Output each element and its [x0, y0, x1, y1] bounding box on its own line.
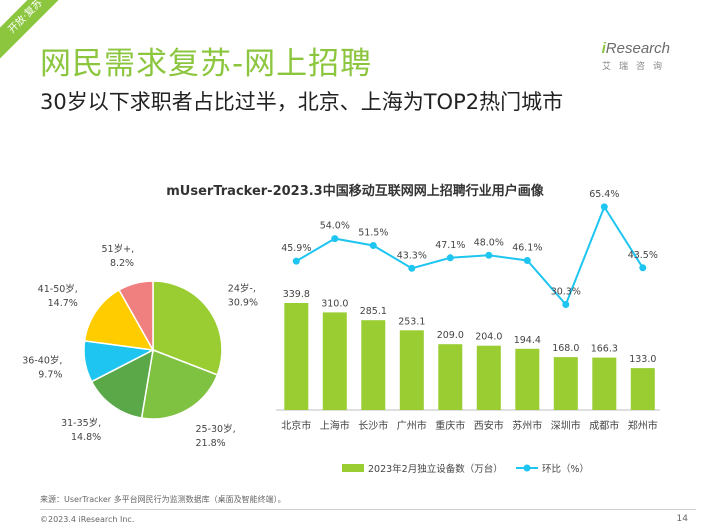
x-tick-label: 重庆市	[435, 419, 465, 432]
line-series	[295, 204, 644, 307]
x-tick-label: 长沙市	[358, 419, 388, 432]
x-tick-label: 广州市	[397, 419, 427, 432]
chart-title: mUserTracker-2023.3中国移动互联网网上招聘行业用户画像	[166, 184, 544, 199]
line-value-label: 65.4%	[589, 189, 619, 200]
x-tick-label: 上海市	[320, 419, 350, 432]
line-value-label: 54.0%	[320, 221, 350, 232]
pie-category-label: 25-30岁,	[196, 423, 236, 435]
bar	[322, 312, 347, 411]
footer-divider	[40, 509, 696, 510]
bar-value-label: 168.0	[552, 343, 579, 354]
line-point	[446, 254, 454, 262]
bar	[630, 368, 655, 410]
logo-subtext: 艾瑞咨询	[601, 62, 670, 72]
pie-value-label: 8.2%	[110, 258, 134, 269]
page-title: 网民需求复苏-网上招聘	[40, 46, 373, 82]
pie-category-label: 24岁-,	[228, 283, 256, 295]
line-point	[331, 235, 339, 243]
line-value-label: 51.5%	[358, 228, 388, 239]
pie-value-label: 14.7%	[48, 298, 78, 309]
pie-category-label: 36-40岁,	[22, 355, 62, 367]
line-point	[600, 203, 608, 211]
logo-name: Research	[605, 40, 670, 57]
line-value-label: 30.3%	[551, 287, 581, 298]
pie-slice	[140, 348, 219, 420]
pie-slice	[152, 280, 223, 376]
bar-value-label: 133.0	[629, 354, 656, 365]
x-tick-label: 深圳市	[551, 419, 581, 432]
bar-value-label: 285.1	[360, 306, 387, 317]
pie-slice	[83, 288, 155, 351]
line-value-label: 46.1%	[512, 243, 542, 254]
bar-value-label: 310.0	[321, 298, 348, 309]
pie-slice	[90, 348, 154, 419]
bar	[284, 303, 309, 410]
line-value-label: 43.3%	[397, 250, 427, 261]
legend-line-label: 环比（%）	[542, 463, 589, 475]
page-subtitle: 30岁以下求职者占比过半，北京、上海为TOP2热门城市	[40, 90, 564, 114]
line-point	[485, 251, 493, 259]
pie-value-label: 9.7%	[38, 370, 62, 381]
bar	[361, 320, 386, 410]
legend-bar-swatch	[342, 464, 364, 472]
bar-value-label: 339.8	[283, 289, 310, 300]
pie-category-label: 51岁+,	[102, 243, 135, 255]
page-number: 14	[676, 514, 688, 524]
pie-value-label: 14.8%	[71, 432, 101, 443]
bar	[515, 348, 540, 410]
line-value-label: 48.0%	[474, 237, 504, 248]
pie-value-label: 30.9%	[228, 298, 258, 309]
line-point	[292, 257, 300, 265]
pie-slice	[118, 280, 154, 353]
line-value-label: 45.9%	[281, 243, 311, 254]
x-tick-label: 西安市	[474, 419, 504, 432]
bar-value-label: 253.1	[398, 316, 425, 327]
legend-bar-label: 2023年2月独立设备数（万台）	[368, 463, 503, 475]
line-point	[523, 257, 531, 264]
bar	[553, 357, 578, 410]
x-tick-label: 苏州市	[512, 419, 542, 432]
copyright: ©2023.4 iResearch Inc.	[40, 515, 135, 524]
logo-wordmark: iResearch	[602, 40, 670, 57]
bar	[399, 330, 424, 410]
pie-value-label: 21.8%	[196, 438, 226, 449]
bar	[438, 344, 463, 410]
logo-prefix: i	[601, 40, 606, 57]
line-point	[562, 301, 570, 308]
bar-value-label: 166.3	[591, 344, 618, 355]
legend-line-marker	[523, 464, 531, 472]
bar	[592, 357, 617, 410]
bar-value-label: 209.0	[437, 330, 464, 341]
logo: iResearch 艾瑞咨询	[602, 40, 670, 72]
bar	[476, 345, 501, 410]
x-tick-label: 北京市	[281, 419, 311, 432]
bar-value-label: 204.0	[475, 332, 502, 343]
x-tick-label: 成都市	[589, 419, 619, 432]
line-point	[369, 242, 377, 249]
x-tick-label: 郑州市	[628, 419, 658, 432]
line-value-label: 43.5%	[628, 250, 658, 261]
pie-category-label: 41-50岁,	[38, 283, 78, 295]
line-point	[408, 264, 416, 272]
pie-category-label: 31-35岁,	[61, 417, 101, 429]
source-note: 来源：UserTracker 多平台网民行为监测数据库（桌面及智能终端）。	[40, 495, 286, 504]
bar-value-label: 194.4	[514, 335, 541, 346]
line-point	[639, 264, 647, 272]
line-value-label: 47.1%	[435, 240, 465, 251]
